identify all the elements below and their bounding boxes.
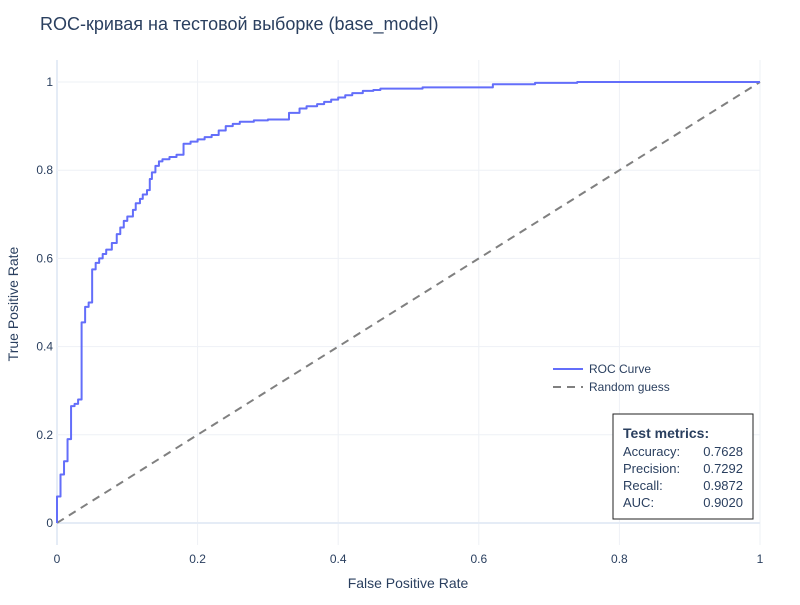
x-tick-label: 0.6 [470,552,487,566]
y-tick-label: 0.8 [36,163,53,177]
random-guess-layer [56,81,761,524]
metric-label: AUC: [623,495,654,510]
legend[interactable]: ROC Curve Random guess [553,362,670,394]
metric-value: 0.9020 [703,495,743,510]
y-axis-label: True Positive Rate [5,246,21,361]
chart-title: ROC-кривая на тестовой выборке (base_mod… [40,14,439,35]
x-tick-label: 0.4 [330,552,347,566]
metrics-box [612,413,754,520]
roc-curve-line [56,81,760,523]
metrics-annotation: Test metrics: Accuracy: 0.7628 Precision: 0.… [612,413,754,520]
x-axis-label: False Positive Rate [348,575,469,591]
x-tick-label: 1 [757,552,764,566]
legend-roc-label: ROC Curve [589,362,651,376]
legend-random-label: Random guess [589,380,670,394]
x-tick-label: 0.8 [611,552,628,566]
metric-label: Recall: [623,478,663,493]
y-tick-label: 0.2 [36,428,53,442]
metric-value: 0.9872 [703,478,743,493]
y-tick-label: 1 [46,75,53,89]
y-tick-label: 0.4 [36,340,53,354]
y-tick-label: 0.6 [36,251,53,265]
roc-curve-layer [56,81,760,523]
x-tick-label: 0.2 [189,552,206,566]
grid [56,60,761,545]
y-tick-label: 0 [46,516,53,530]
x-axis-ticks: 0 0.2 0.4 0.6 0.8 1 [54,552,764,566]
metric-value: 0.7292 [703,461,743,476]
x-tick-label: 0 [54,552,61,566]
metric-label: Precision: [623,461,680,476]
random-guess-line [56,81,761,524]
metrics-heading: Test metrics: [623,425,709,441]
metric-label: Accuracy: [623,444,680,459]
metric-value: 0.7628 [703,444,743,459]
y-axis-ticks: 0 0.2 0.4 0.6 0.8 1 [36,75,53,530]
